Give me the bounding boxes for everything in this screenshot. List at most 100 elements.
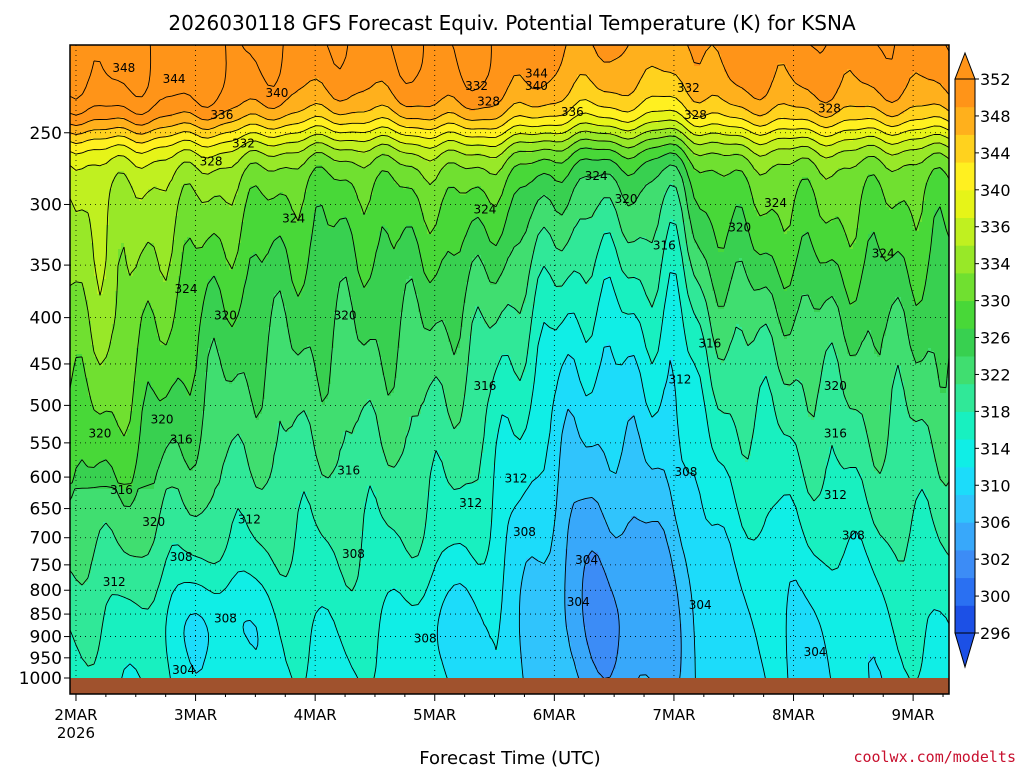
contour-label: 320 [151,412,174,426]
colorbar-label: 302 [980,550,1011,569]
y-tick-label: 250 [30,124,62,144]
colorbar-swatch [955,218,975,246]
y-tick-label: 450 [30,355,62,375]
theta-e-field [70,45,950,679]
contour-label: 308 [342,547,365,561]
x-tick-label: 5MAR [413,706,456,724]
colorbar-label: 336 [980,218,1011,237]
contour-label: 324 [764,196,787,210]
contour-label: 308 [414,632,437,646]
contour-label: 348 [112,61,135,75]
contour-label: 316 [337,463,360,477]
x-tick-label: 2MAR [54,706,97,724]
y-tick-label: 900 [30,628,62,648]
contour-label: 332 [465,79,488,93]
x-tick-sublabel: 2026 [57,724,95,742]
contour-label: 304 [804,645,827,659]
contour-label: 308 [214,612,237,626]
colorbar-swatch [955,356,975,384]
colorbar-swatch [955,190,975,218]
y-tick-label: 400 [30,309,62,329]
x-tick-label: 9MAR [892,706,935,724]
colorbar-swatch [955,134,975,162]
contour-label: 340 [525,79,548,93]
colorbar-label: 300 [980,587,1011,606]
colorbar-swatch [955,578,975,606]
x-tick-label: 8MAR [772,706,815,724]
contour-label: 304 [567,595,590,609]
x-tick-label: 3MAR [174,706,217,724]
colorbar-label: 306 [980,513,1011,532]
contour-label: 340 [265,86,288,100]
y-tick-label: 750 [30,556,62,576]
x-axis-label: Forecast Time (UTC) [419,748,600,768]
y-tick-label: 600 [30,468,62,488]
y-tick-label: 300 [30,195,62,215]
contour-label: 308 [513,525,536,539]
y-tick-label: 950 [30,649,62,669]
contour-label: 320 [615,192,638,206]
colorbar-swatch [955,301,975,329]
y-tick-label: 850 [30,605,62,625]
contour-label: 324 [175,282,198,296]
colorbar-swatch [955,79,975,107]
contour-label: 312 [238,512,261,526]
colorbar-swatch [955,439,975,467]
contour-label: 304 [172,663,195,677]
colorbar-swatch [955,411,975,439]
contour-label: 320 [88,426,111,440]
contour-label: 308 [842,528,865,542]
contour-label: 308 [674,465,697,479]
contour-label: 328 [818,101,841,115]
colorbar-label: 310 [980,476,1011,495]
contour-label: 312 [824,488,847,502]
y-axis: 2503003504004505005506006507007508008509… [19,124,70,689]
contour-label: 320 [214,309,237,323]
colorbar-label: 352 [980,70,1011,89]
colorbar-swatch [955,328,975,356]
contour-label: 320 [728,220,751,234]
y-tick-label: 500 [30,396,62,416]
ground-strip [70,678,949,694]
contour-label: 336 [561,105,584,119]
colorbar-label: 340 [980,181,1011,200]
y-tick-label: 800 [30,581,62,601]
colorbar-swatch [955,550,975,578]
colorbar-label: 314 [980,439,1011,458]
contour-label: 324 [872,247,895,261]
contour-label: 332 [677,81,700,95]
y-tick-label: 650 [30,500,62,520]
colorbar-swatch [955,162,975,190]
contour-label: 316 [653,239,676,253]
contour-label: 316 [474,379,497,393]
contour-label: 308 [170,550,193,564]
colorbar-label: 318 [980,402,1011,421]
y-tick-label: 550 [30,434,62,454]
contour-label: 316 [698,336,721,350]
colorbar-label: 296 [980,624,1011,643]
contour-label: 312 [505,471,528,485]
contour-label: 316 [170,432,193,446]
contour-label: 320 [142,515,165,529]
colorbar-swatch [955,495,975,523]
colorbar-label: 348 [980,107,1011,126]
colorbar-label: 330 [980,292,1011,311]
colorbar-swatch [955,245,975,273]
contour-label: 320 [334,309,357,323]
contour-label: 336 [210,108,233,122]
contour-label: 344 [163,72,186,86]
contour-label: 312 [103,575,126,589]
x-tick-label: 6MAR [533,706,576,724]
colorbar-swatch [955,522,975,550]
colorbar-swatch [955,467,975,495]
contour-label: 328 [684,108,707,122]
x-tick-label: 7MAR [652,706,695,724]
contour-label: 328 [200,155,223,169]
contour-label: 324 [474,203,497,217]
contour-label: 328 [477,95,500,109]
colorbar-label: 322 [980,365,1011,384]
contour-label: 304 [689,598,712,612]
colorbar-swatch [955,384,975,412]
